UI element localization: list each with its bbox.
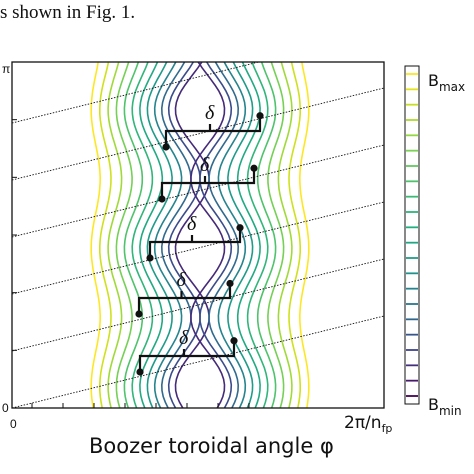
delta-annotation: δ — [135, 269, 234, 318]
delta-endpoint — [136, 368, 144, 376]
field-line — [12, 258, 384, 352]
colorbar-max-label: Bmax — [428, 71, 465, 94]
field-lines — [12, 62, 384, 408]
contour-lines — [90, 62, 310, 408]
delta-endpoint — [146, 254, 154, 262]
delta-annotations: δ δ δ δ δ — [135, 102, 264, 376]
caption-fragment: s shown in Fig. 1. — [0, 2, 136, 23]
field-line — [12, 62, 261, 124]
delta-bracket — [160, 168, 256, 199]
field-line — [12, 315, 384, 408]
contour-line — [256, 62, 277, 408]
contour-line — [99, 62, 112, 408]
contour-line — [153, 62, 183, 408]
delta-endpoint — [250, 164, 258, 172]
contour-line — [227, 62, 254, 408]
contour-line — [190, 62, 226, 408]
delta-bracket — [138, 340, 236, 372]
delta-endpoint — [236, 224, 244, 232]
contour-line — [208, 62, 240, 408]
delta-endpoint — [158, 195, 166, 203]
contour-line — [288, 62, 301, 408]
contour-line — [131, 62, 154, 408]
contour-line — [167, 62, 201, 408]
contour-line — [217, 62, 247, 408]
delta-label: δ — [179, 327, 189, 349]
y-tick-pi: π — [2, 62, 10, 76]
delta-annotation: δ — [146, 213, 244, 262]
delta-label: δ — [187, 213, 197, 235]
delta-label: δ — [177, 269, 187, 291]
delta-endpoint — [256, 112, 264, 120]
contour-line — [160, 62, 192, 408]
contour-line — [115, 62, 133, 408]
contour-line — [139, 62, 164, 408]
delta-label: δ — [205, 102, 215, 124]
contour-line — [107, 62, 123, 408]
x-tick-2pi-over-nfp: 2π/nfp — [344, 413, 392, 435]
field-line — [12, 87, 384, 181]
contour-line — [174, 62, 210, 408]
colorbar-min-label: Bmin — [428, 395, 462, 418]
contour-line — [146, 62, 173, 408]
delta-annotation: δ — [162, 102, 264, 151]
contour-line — [277, 62, 293, 408]
contour-line — [267, 62, 285, 408]
axes — [12, 61, 250, 408]
x-tick-zero: 0 — [10, 417, 17, 431]
contour-line — [90, 62, 102, 408]
colorbar — [404, 65, 420, 405]
delta-label: δ — [200, 154, 210, 176]
delta-endpoint — [226, 279, 234, 288]
field-line — [12, 144, 384, 238]
contour-line — [199, 62, 233, 408]
y-tick-zero: 0 — [2, 401, 9, 415]
delta-annotation: δ — [136, 327, 238, 376]
delta-endpoint — [230, 337, 238, 345]
delta-bracket — [148, 227, 242, 258]
delta-endpoint — [135, 310, 143, 318]
contour-line — [123, 62, 144, 408]
delta-endpoint — [162, 143, 170, 151]
colorbar-frame — [404, 65, 420, 405]
x-axis-title: Boozer toroidal angle φ — [89, 434, 334, 458]
delta-bracket — [137, 283, 232, 314]
delta-bracket — [164, 115, 262, 147]
delta-annotation: δ — [158, 154, 258, 203]
field-line — [12, 201, 384, 295]
contour-line — [298, 62, 310, 408]
contour-line — [246, 62, 269, 408]
